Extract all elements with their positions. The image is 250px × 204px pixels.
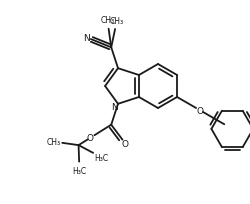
Text: O: O (87, 134, 94, 143)
Text: H₃C: H₃C (72, 166, 86, 175)
Text: CH₃: CH₃ (110, 17, 124, 26)
Text: O: O (122, 140, 129, 149)
Text: N: N (111, 103, 117, 112)
Text: CH₃: CH₃ (100, 16, 114, 25)
Text: H₃C: H₃C (94, 153, 108, 162)
Text: O: O (197, 106, 204, 115)
Text: N: N (83, 34, 90, 43)
Text: CH₃: CH₃ (46, 137, 60, 146)
